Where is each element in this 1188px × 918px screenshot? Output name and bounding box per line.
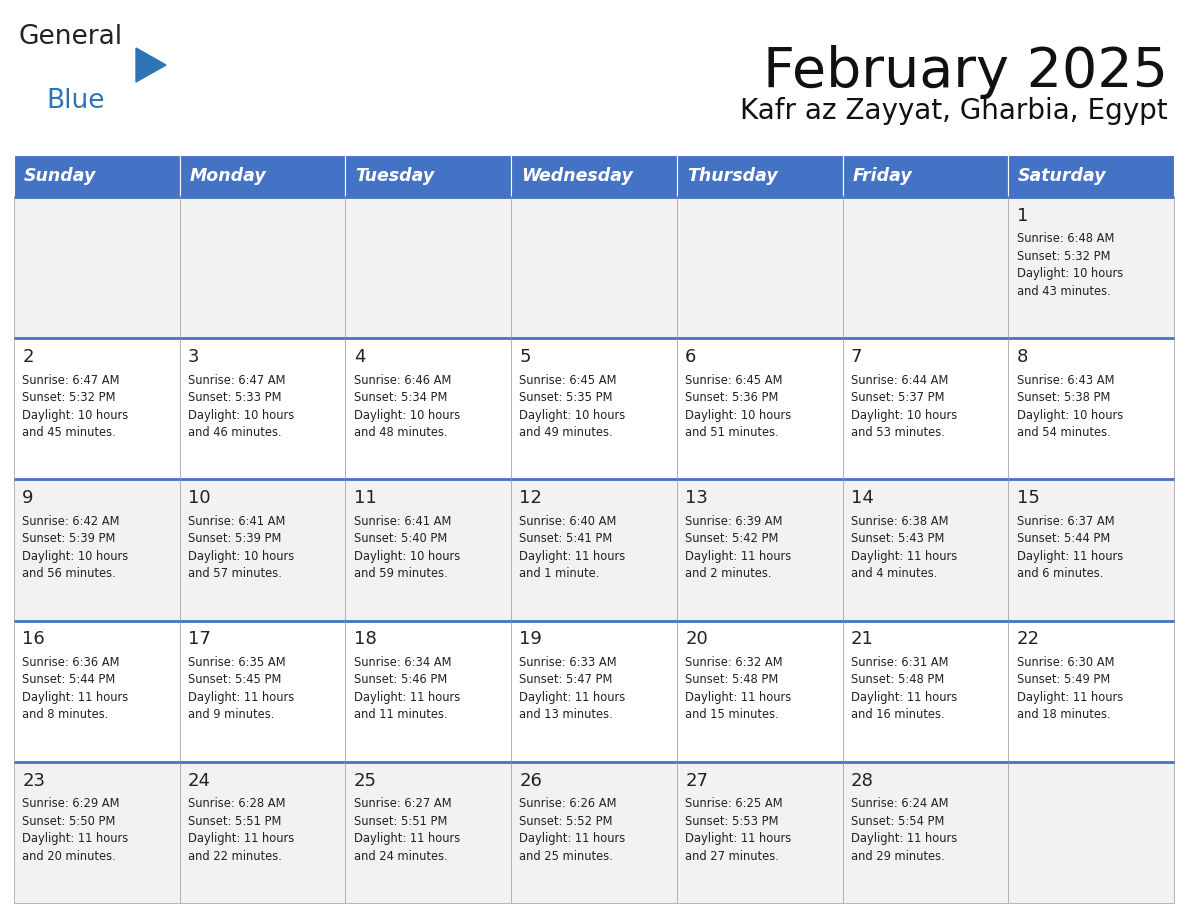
Text: Sunrise: 6:29 AM
Sunset: 5:50 PM
Daylight: 11 hours
and 20 minutes.: Sunrise: 6:29 AM Sunset: 5:50 PM Dayligh… [23, 797, 128, 863]
Text: Sunrise: 6:35 AM
Sunset: 5:45 PM
Daylight: 11 hours
and 9 minutes.: Sunrise: 6:35 AM Sunset: 5:45 PM Dayligh… [188, 655, 295, 722]
Text: Sunday: Sunday [24, 167, 96, 185]
Text: 3: 3 [188, 348, 200, 366]
Text: Sunrise: 6:45 AM
Sunset: 5:36 PM
Daylight: 10 hours
and 51 minutes.: Sunrise: 6:45 AM Sunset: 5:36 PM Dayligh… [685, 374, 791, 439]
Text: 1: 1 [1017, 207, 1028, 225]
Text: 27: 27 [685, 772, 708, 789]
Text: 16: 16 [23, 631, 45, 648]
Text: 22: 22 [1017, 631, 1040, 648]
Text: Sunrise: 6:41 AM
Sunset: 5:40 PM
Daylight: 10 hours
and 59 minutes.: Sunrise: 6:41 AM Sunset: 5:40 PM Dayligh… [354, 515, 460, 580]
Text: Sunrise: 6:25 AM
Sunset: 5:53 PM
Daylight: 11 hours
and 27 minutes.: Sunrise: 6:25 AM Sunset: 5:53 PM Dayligh… [685, 797, 791, 863]
Text: Sunrise: 6:43 AM
Sunset: 5:38 PM
Daylight: 10 hours
and 54 minutes.: Sunrise: 6:43 AM Sunset: 5:38 PM Dayligh… [1017, 374, 1123, 439]
Text: 2: 2 [23, 348, 33, 366]
Text: Sunrise: 6:30 AM
Sunset: 5:49 PM
Daylight: 11 hours
and 18 minutes.: Sunrise: 6:30 AM Sunset: 5:49 PM Dayligh… [1017, 655, 1123, 722]
Text: Kafr az Zayyat, Gharbia, Egypt: Kafr az Zayyat, Gharbia, Egypt [740, 97, 1168, 125]
Text: Blue: Blue [46, 88, 105, 114]
Text: 24: 24 [188, 772, 211, 789]
Text: Sunrise: 6:45 AM
Sunset: 5:35 PM
Daylight: 10 hours
and 49 minutes.: Sunrise: 6:45 AM Sunset: 5:35 PM Dayligh… [519, 374, 626, 439]
Text: 18: 18 [354, 631, 377, 648]
Text: 4: 4 [354, 348, 365, 366]
Text: 5: 5 [519, 348, 531, 366]
Text: 9: 9 [23, 489, 33, 508]
Text: Sunrise: 6:48 AM
Sunset: 5:32 PM
Daylight: 10 hours
and 43 minutes.: Sunrise: 6:48 AM Sunset: 5:32 PM Dayligh… [1017, 232, 1123, 297]
Text: 8: 8 [1017, 348, 1028, 366]
Text: 26: 26 [519, 772, 542, 789]
Text: February 2025: February 2025 [763, 45, 1168, 99]
Text: Thursday: Thursday [687, 167, 778, 185]
Text: 12: 12 [519, 489, 542, 508]
Text: Sunrise: 6:42 AM
Sunset: 5:39 PM
Daylight: 10 hours
and 56 minutes.: Sunrise: 6:42 AM Sunset: 5:39 PM Dayligh… [23, 515, 128, 580]
Text: 15: 15 [1017, 489, 1040, 508]
Text: Friday: Friday [853, 167, 912, 185]
Text: Sunrise: 6:31 AM
Sunset: 5:48 PM
Daylight: 11 hours
and 16 minutes.: Sunrise: 6:31 AM Sunset: 5:48 PM Dayligh… [851, 655, 958, 722]
Text: Sunrise: 6:37 AM
Sunset: 5:44 PM
Daylight: 11 hours
and 6 minutes.: Sunrise: 6:37 AM Sunset: 5:44 PM Dayligh… [1017, 515, 1123, 580]
Text: Saturday: Saturday [1018, 167, 1107, 185]
Text: Sunrise: 6:40 AM
Sunset: 5:41 PM
Daylight: 11 hours
and 1 minute.: Sunrise: 6:40 AM Sunset: 5:41 PM Dayligh… [519, 515, 626, 580]
Text: 10: 10 [188, 489, 210, 508]
Text: 23: 23 [23, 772, 45, 789]
Text: 6: 6 [685, 348, 696, 366]
Text: Sunrise: 6:28 AM
Sunset: 5:51 PM
Daylight: 11 hours
and 22 minutes.: Sunrise: 6:28 AM Sunset: 5:51 PM Dayligh… [188, 797, 295, 863]
Text: 17: 17 [188, 631, 211, 648]
Text: 21: 21 [851, 631, 873, 648]
Text: 13: 13 [685, 489, 708, 508]
Text: Monday: Monday [190, 167, 266, 185]
Text: 7: 7 [851, 348, 862, 366]
Text: Sunrise: 6:44 AM
Sunset: 5:37 PM
Daylight: 10 hours
and 53 minutes.: Sunrise: 6:44 AM Sunset: 5:37 PM Dayligh… [851, 374, 958, 439]
Text: 14: 14 [851, 489, 873, 508]
Text: Sunrise: 6:46 AM
Sunset: 5:34 PM
Daylight: 10 hours
and 48 minutes.: Sunrise: 6:46 AM Sunset: 5:34 PM Dayligh… [354, 374, 460, 439]
Text: Sunrise: 6:24 AM
Sunset: 5:54 PM
Daylight: 11 hours
and 29 minutes.: Sunrise: 6:24 AM Sunset: 5:54 PM Dayligh… [851, 797, 958, 863]
Text: 28: 28 [851, 772, 873, 789]
Text: Sunrise: 6:47 AM
Sunset: 5:33 PM
Daylight: 10 hours
and 46 minutes.: Sunrise: 6:47 AM Sunset: 5:33 PM Dayligh… [188, 374, 295, 439]
Text: Sunrise: 6:41 AM
Sunset: 5:39 PM
Daylight: 10 hours
and 57 minutes.: Sunrise: 6:41 AM Sunset: 5:39 PM Dayligh… [188, 515, 295, 580]
Text: Sunrise: 6:34 AM
Sunset: 5:46 PM
Daylight: 11 hours
and 11 minutes.: Sunrise: 6:34 AM Sunset: 5:46 PM Dayligh… [354, 655, 460, 722]
Text: 19: 19 [519, 631, 542, 648]
Text: Wednesday: Wednesday [522, 167, 633, 185]
Text: Sunrise: 6:38 AM
Sunset: 5:43 PM
Daylight: 11 hours
and 4 minutes.: Sunrise: 6:38 AM Sunset: 5:43 PM Dayligh… [851, 515, 958, 580]
Polygon shape [135, 48, 166, 82]
Text: Tuesday: Tuesday [355, 167, 435, 185]
Text: 20: 20 [685, 631, 708, 648]
Text: 11: 11 [354, 489, 377, 508]
Text: Sunrise: 6:33 AM
Sunset: 5:47 PM
Daylight: 11 hours
and 13 minutes.: Sunrise: 6:33 AM Sunset: 5:47 PM Dayligh… [519, 655, 626, 722]
Text: General: General [18, 24, 122, 50]
Text: 25: 25 [354, 772, 377, 789]
Text: Sunrise: 6:26 AM
Sunset: 5:52 PM
Daylight: 11 hours
and 25 minutes.: Sunrise: 6:26 AM Sunset: 5:52 PM Dayligh… [519, 797, 626, 863]
Text: Sunrise: 6:32 AM
Sunset: 5:48 PM
Daylight: 11 hours
and 15 minutes.: Sunrise: 6:32 AM Sunset: 5:48 PM Dayligh… [685, 655, 791, 722]
Text: Sunrise: 6:36 AM
Sunset: 5:44 PM
Daylight: 11 hours
and 8 minutes.: Sunrise: 6:36 AM Sunset: 5:44 PM Dayligh… [23, 655, 128, 722]
Text: Sunrise: 6:39 AM
Sunset: 5:42 PM
Daylight: 11 hours
and 2 minutes.: Sunrise: 6:39 AM Sunset: 5:42 PM Dayligh… [685, 515, 791, 580]
Text: Sunrise: 6:27 AM
Sunset: 5:51 PM
Daylight: 11 hours
and 24 minutes.: Sunrise: 6:27 AM Sunset: 5:51 PM Dayligh… [354, 797, 460, 863]
Text: Sunrise: 6:47 AM
Sunset: 5:32 PM
Daylight: 10 hours
and 45 minutes.: Sunrise: 6:47 AM Sunset: 5:32 PM Dayligh… [23, 374, 128, 439]
